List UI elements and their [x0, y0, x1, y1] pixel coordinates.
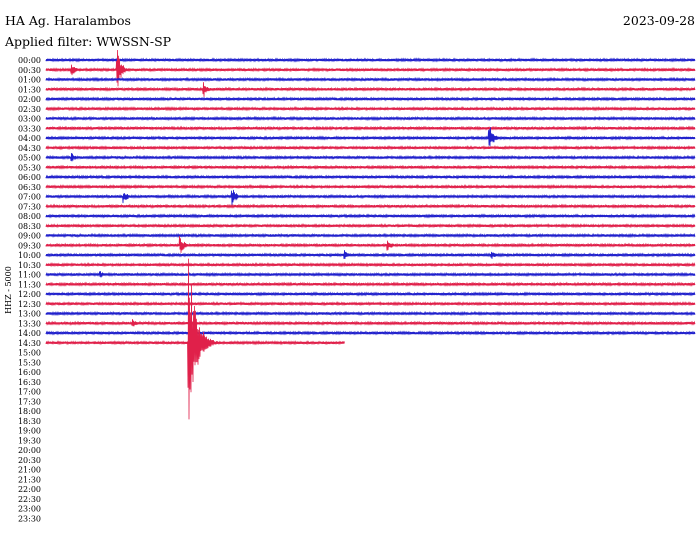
- time-tick-label: 21:00: [18, 466, 41, 475]
- time-tick-label: 03:30: [18, 124, 41, 133]
- trace-row: [45, 152, 696, 162]
- time-tick-label: 23:00: [18, 505, 41, 514]
- trace-row: [45, 127, 696, 147]
- time-tick-label: 20:00: [18, 446, 41, 455]
- filter-label: Applied filter: WWSSN-SP: [5, 34, 172, 49]
- trace-row: [45, 281, 696, 287]
- trace-row: [45, 145, 696, 151]
- time-tick-label: 00:30: [18, 66, 41, 75]
- trace-row: [45, 262, 696, 268]
- time-tick-label: 15:00: [18, 349, 41, 358]
- time-tick-label: 21:30: [18, 475, 41, 484]
- time-tick-label: 04:00: [18, 134, 41, 143]
- trace-row: [45, 301, 696, 307]
- time-axis: 00:0000:3001:0001:3002:0002:3003:0003:30…: [18, 56, 41, 523]
- trace-row: [45, 319, 696, 327]
- trace-row: [45, 76, 696, 83]
- time-tick-label: 01:00: [18, 76, 41, 85]
- trace-row: [45, 106, 696, 112]
- trace-row: [45, 174, 696, 180]
- trace-row: [45, 189, 696, 207]
- time-tick-label: 11:00: [18, 271, 41, 280]
- trace-row: [45, 96, 696, 102]
- time-tick-label: 04:30: [18, 144, 41, 153]
- trace-row: [45, 310, 696, 317]
- trace-row: [45, 271, 696, 278]
- trace-row: [45, 223, 696, 229]
- channel-label: HHZ - 5000: [4, 266, 13, 314]
- time-tick-label: 14:30: [18, 339, 41, 348]
- trace-row: [45, 203, 696, 209]
- time-tick-label: 05:30: [18, 163, 41, 172]
- time-tick-label: 02:30: [18, 105, 41, 114]
- trace-row: [45, 57, 696, 63]
- time-tick-label: 05:00: [18, 154, 41, 163]
- time-tick-label: 17:30: [18, 397, 41, 406]
- time-tick-label: 01:30: [18, 85, 41, 94]
- time-tick-label: 00:00: [18, 56, 41, 65]
- trace-row: [45, 49, 696, 87]
- trace-row: [45, 184, 696, 190]
- time-tick-label: 13:00: [18, 310, 41, 319]
- time-tick-label: 08:00: [18, 212, 41, 221]
- time-tick-label: 09:30: [18, 241, 41, 250]
- time-tick-label: 17:00: [18, 388, 41, 397]
- trace-row: [45, 258, 345, 420]
- time-tick-label: 20:30: [18, 456, 41, 465]
- trace-row: [45, 115, 696, 122]
- time-tick-label: 10:00: [18, 251, 41, 260]
- time-tick-label: 06:30: [18, 183, 41, 192]
- time-tick-label: 09:00: [18, 232, 41, 241]
- time-tick-label: 16:00: [18, 368, 41, 377]
- time-tick-label: 19:30: [18, 436, 41, 445]
- trace-row: [45, 330, 696, 336]
- time-tick-label: 19:00: [18, 427, 41, 436]
- time-tick-label: 08:30: [18, 222, 41, 231]
- time-tick-label: 16:30: [18, 378, 41, 387]
- time-tick-label: 15:30: [18, 358, 41, 367]
- time-tick-label: 23:30: [18, 514, 41, 523]
- trace-row: [45, 291, 696, 297]
- seismic-traces: [45, 49, 696, 420]
- time-tick-label: 18:30: [18, 417, 41, 426]
- trace-row: [45, 82, 696, 97]
- time-tick-label: 10:30: [18, 261, 41, 270]
- trace-row: [45, 232, 696, 239]
- time-tick-label: 12:30: [18, 300, 41, 309]
- time-tick-label: 07:00: [18, 193, 41, 202]
- date-label: 2023-09-28: [622, 13, 695, 28]
- time-tick-label: 02:00: [18, 95, 41, 104]
- trace-row: [45, 250, 696, 260]
- time-tick-label: 22:30: [18, 495, 41, 504]
- time-tick-label: 12:00: [18, 290, 41, 299]
- time-tick-label: 13:30: [18, 319, 41, 328]
- trace-row: [45, 213, 696, 219]
- time-tick-label: 07:30: [18, 202, 41, 211]
- time-tick-label: 06:00: [18, 173, 41, 182]
- time-tick-label: 03:00: [18, 115, 41, 124]
- station-name: HA Ag. Haralambos: [5, 13, 131, 28]
- time-tick-label: 22:00: [18, 485, 41, 494]
- trace-row: [45, 235, 696, 253]
- time-tick-label: 11:30: [18, 280, 41, 289]
- trace-row: [45, 125, 696, 131]
- time-tick-label: 18:00: [18, 407, 41, 416]
- trace-row: [45, 164, 696, 170]
- time-tick-label: 14:00: [18, 329, 41, 338]
